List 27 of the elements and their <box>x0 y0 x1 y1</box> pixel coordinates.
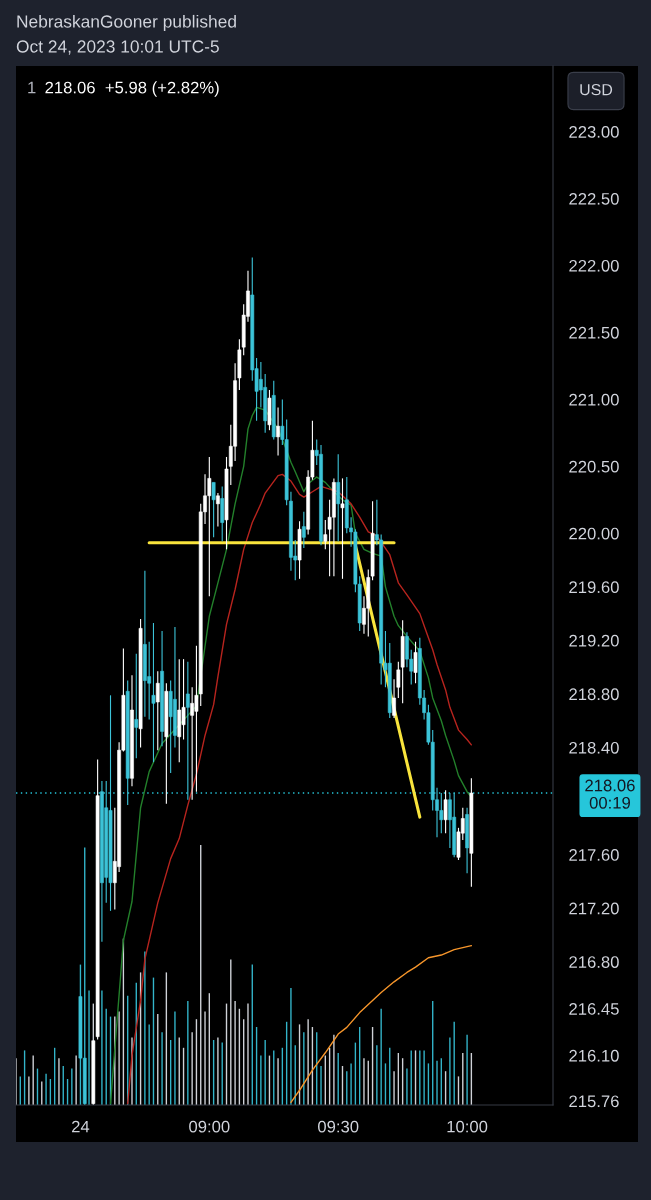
y-tick-label: 222.50 <box>569 192 619 205</box>
y-tick-label: 223.00 <box>569 126 619 138</box>
x-tick-label: 09:30 <box>318 1120 359 1133</box>
y-tick-label: 219.20 <box>569 634 619 647</box>
text: 218.06 +5.98 (+2.82%) <box>45 81 219 97</box>
y-tick-label: 222.00 <box>569 259 619 272</box>
y-axis-title: USD <box>580 83 613 96</box>
y-tick-label: 216.80 <box>569 956 619 968</box>
y-tick-label: 221.50 <box>569 326 619 339</box>
y-tick-label: 216.45 <box>569 1003 619 1015</box>
y-tick-label: 217.20 <box>569 902 619 915</box>
text: Oct 24, 2023 10:01 UTC-5 <box>16 40 219 55</box>
ref-line-label: 218.06 00:19 <box>585 779 635 809</box>
x-tick-label: 09:00 <box>189 1120 230 1133</box>
y-tick-label: 220.50 <box>569 460 619 473</box>
y-tick-label: 217.60 <box>569 849 619 861</box>
text: NebraskanGooner published <box>17 14 236 32</box>
y-tick-label: 219.60 <box>569 581 619 594</box>
y-tick-label: 218.40 <box>569 741 619 754</box>
y-tick-label: 216.10 <box>569 1049 619 1062</box>
x-tick-label: 24 <box>72 1120 90 1133</box>
y-tick-label: 215.76 <box>569 1095 619 1108</box>
text: 1 <box>28 81 36 94</box>
y-tick-label: 218.80 <box>569 688 619 701</box>
y-tick-label: 221.00 <box>569 393 619 406</box>
y-tick-label: 220.00 <box>569 527 619 540</box>
x-tick-label: 10:00 <box>447 1120 488 1133</box>
